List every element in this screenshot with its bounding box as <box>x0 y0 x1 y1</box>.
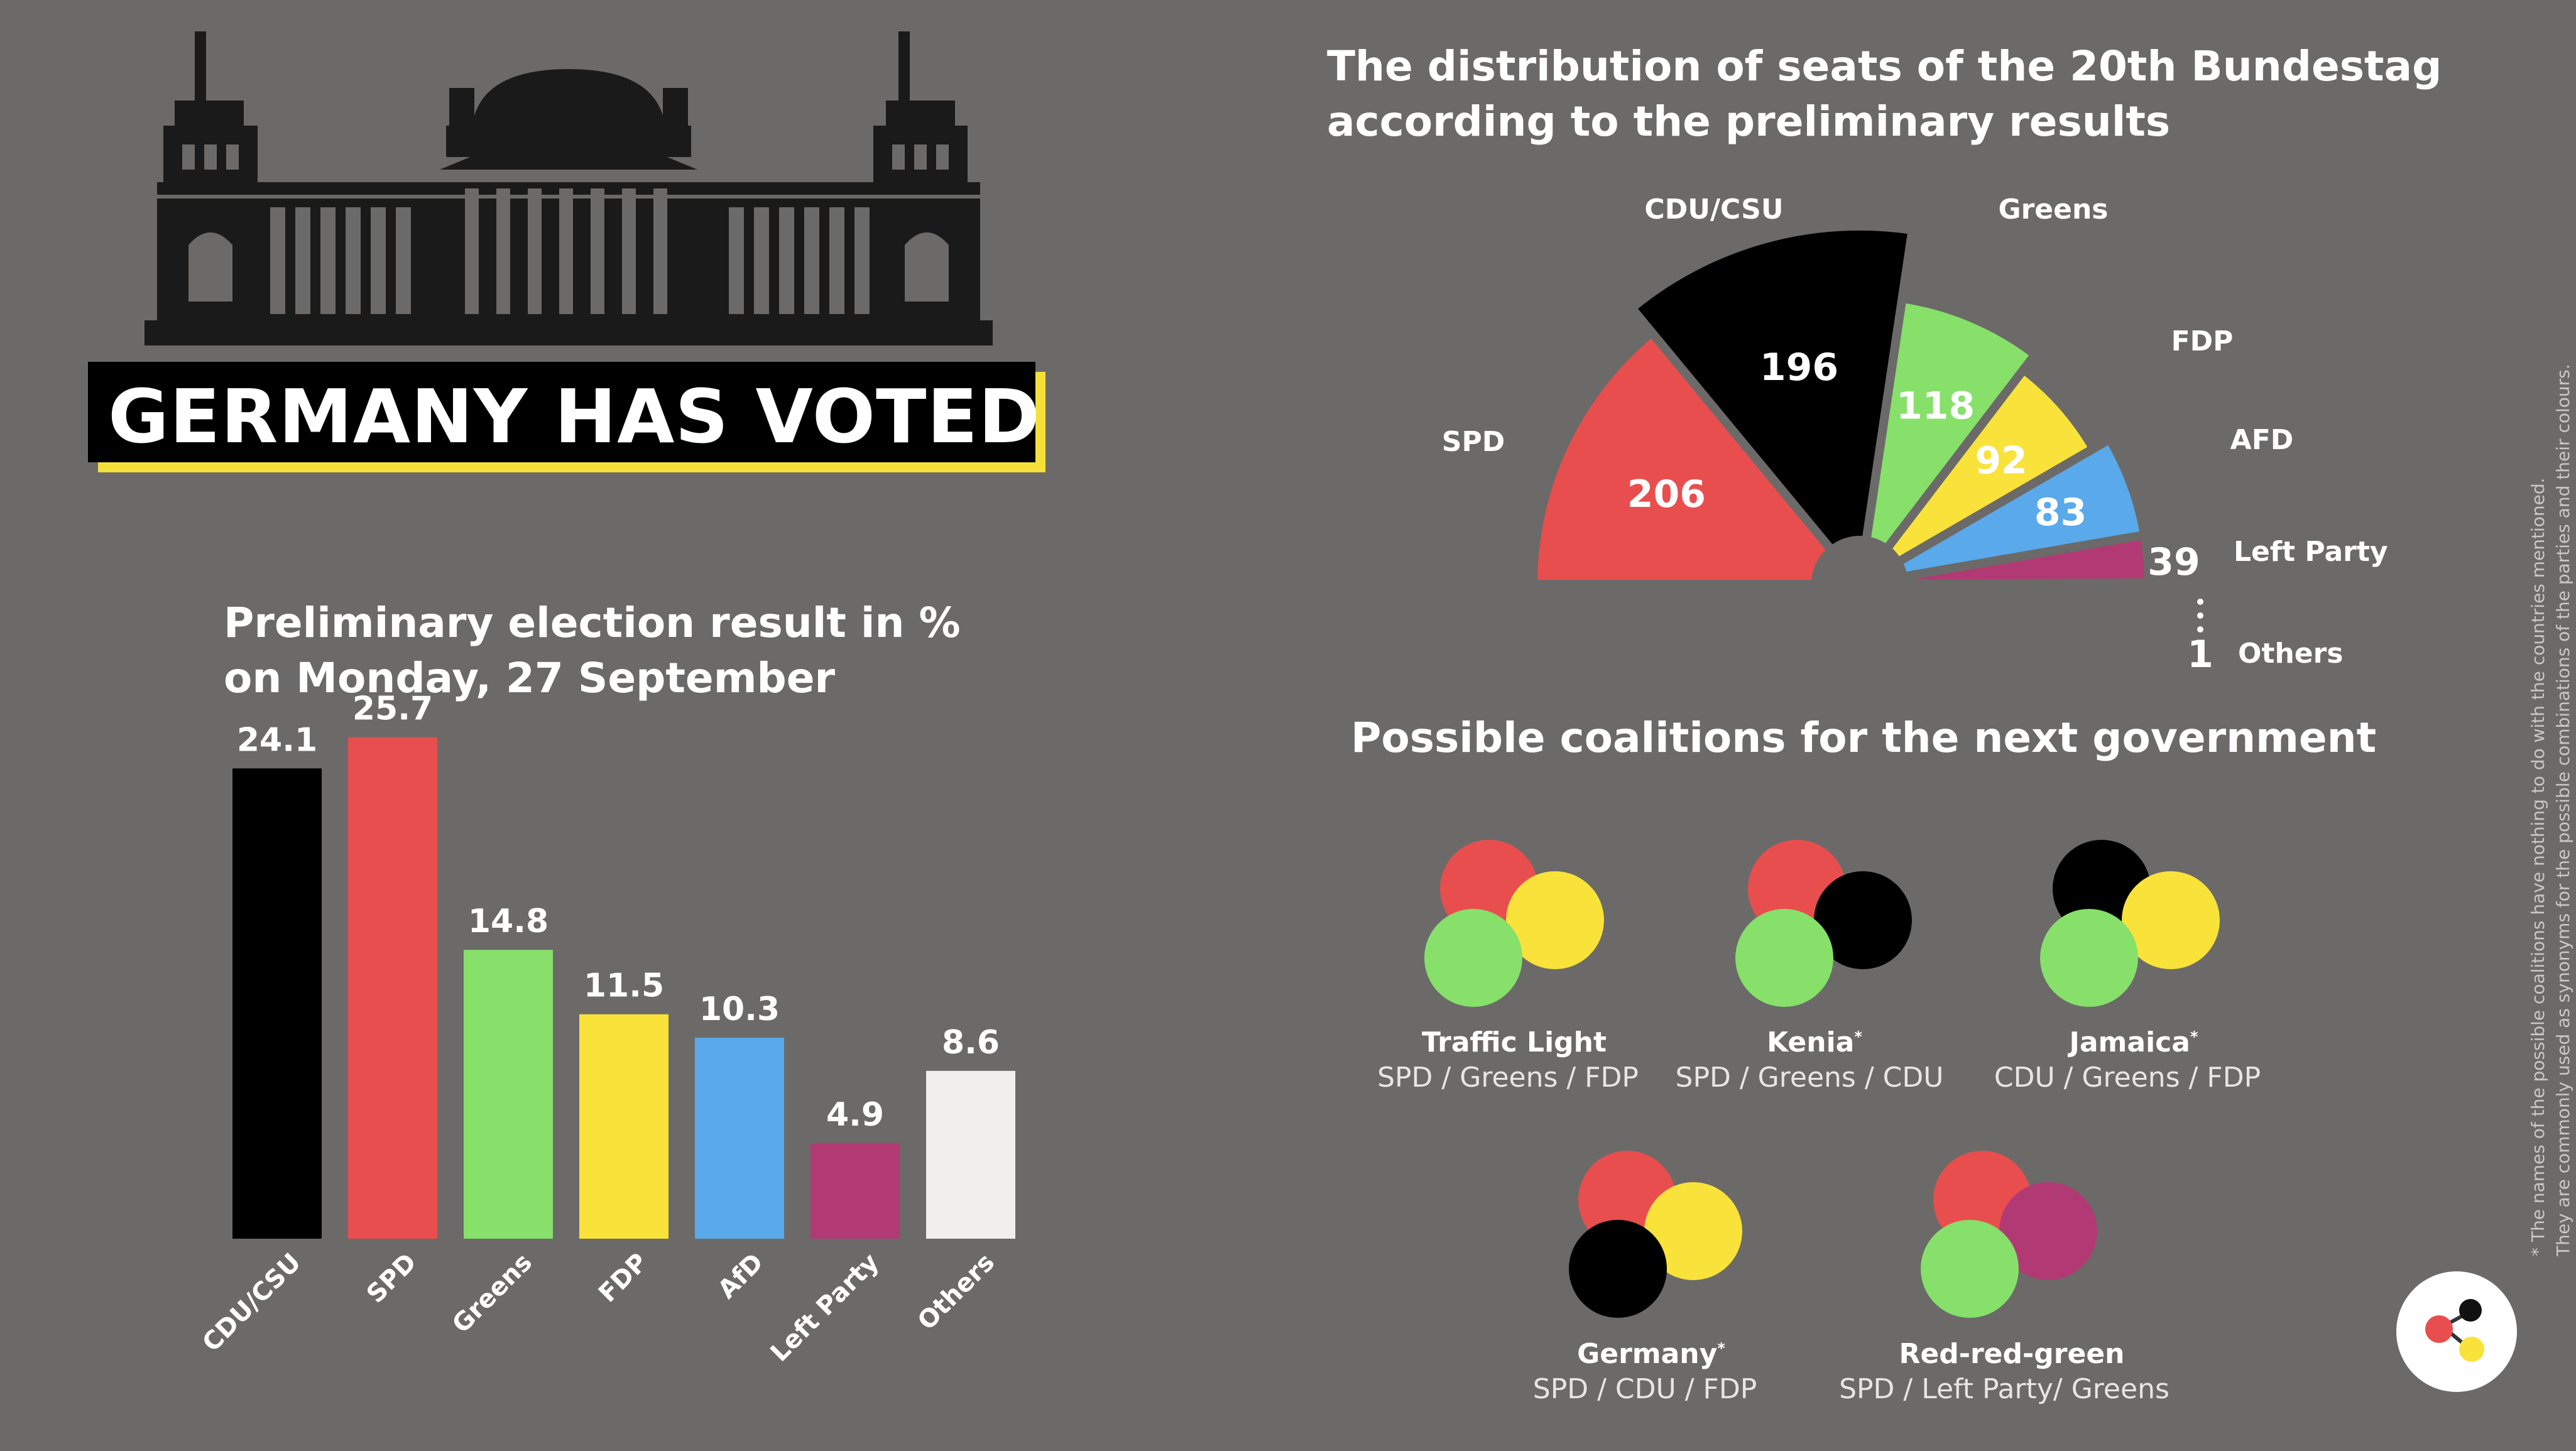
bar-fdp <box>579 1014 669 1239</box>
seat-party-label-left-party: Left Party <box>2234 536 2388 568</box>
seat-party-label-cdu-csu: CDU/CSU <box>1644 193 1783 226</box>
coalition-traffic-light-icon <box>1424 840 1604 1007</box>
seat-party-label-spd: SPD <box>1442 426 1505 458</box>
coalitions-title: Possible coalitions for the next governm… <box>1351 714 2377 762</box>
seat-value-label: 206 <box>1627 472 1706 516</box>
coalition-parties-germany: SPD / CDU / FDP <box>1532 1373 1757 1405</box>
bar-left-party <box>810 1143 900 1239</box>
reichstag-building-icon <box>145 31 993 345</box>
coalition-parties-traffic-light: SPD / Greens / FDP <box>1377 1062 1639 1094</box>
circle-fdp <box>1506 871 1604 969</box>
seat-segment-others <box>1899 579 2154 589</box>
seat-chart-title-line2: according to the preliminary results <box>1327 97 2171 146</box>
coalition-red-red-green-icon <box>1921 1151 2097 1318</box>
seat-party-label-fdp: FDP <box>2171 325 2234 357</box>
bar-others <box>926 1070 1015 1239</box>
circle-cdu <box>1569 1220 1667 1318</box>
bar-value-label: 10.3 <box>699 991 780 1028</box>
seat-value-label: 1 <box>2187 633 2213 677</box>
coalition-name-red-red-green: Red-red-green <box>1899 1338 2125 1370</box>
coalition-name-traffic-light: Traffic Light <box>1421 1026 1607 1058</box>
seat-segment-cdu-csu <box>1627 222 1917 555</box>
circle-fdp <box>2122 871 2220 969</box>
bar-value-label: 8.6 <box>942 1024 1000 1062</box>
coalition-jamaica-icon <box>2040 840 2220 1007</box>
circle-greens <box>1424 909 1522 1007</box>
seat-value-label: 118 <box>1896 384 1975 428</box>
circle-cdu <box>1814 871 1912 969</box>
circle-greens <box>1735 909 1833 1007</box>
bar-chart-title-line1: Preliminary election result in % <box>224 599 961 647</box>
seat-segment-spd <box>1529 328 1836 589</box>
dots-logo-icon[interactable] <box>2394 1269 2519 1394</box>
coalition-parties-kenia: SPD / Greens / CDU <box>1675 1062 1944 1094</box>
bar-greens <box>464 950 553 1239</box>
bar-value-label: 11.5 <box>584 967 664 1005</box>
coalition-name-germany: Germany* <box>1577 1338 1725 1370</box>
coalition-parties-jamaica: CDU / Greens / FDP <box>1994 1062 2261 1094</box>
seat-party-label-greens: Greens <box>1998 193 2108 226</box>
hero-banner: GERMANY HAS VOTED <box>88 362 1040 462</box>
coalition-germany-icon <box>1569 1151 1742 1318</box>
coalition-name-jamaica: Jamaica* <box>2069 1026 2198 1058</box>
hero-title: GERMANY HAS VOTED <box>108 373 1041 460</box>
bar-value-label: 14.8 <box>468 903 548 940</box>
others-leader-dot <box>2197 599 2203 605</box>
seat-party-label-afd: AFD <box>2230 424 2294 456</box>
bar-value-label: 24.1 <box>237 721 317 759</box>
bar-value-label: 4.9 <box>826 1096 884 1134</box>
others-leader-dot <box>2197 626 2203 633</box>
seat-value-label: 196 <box>1760 345 1838 389</box>
bar-chart-title-line2: on Monday, 27 September <box>224 654 836 702</box>
bar-spd <box>348 737 437 1239</box>
others-leader-dot <box>2197 612 2203 619</box>
circle-greens <box>1921 1220 2019 1318</box>
bar-value-label: 25.7 <box>352 690 433 728</box>
coalition-parties-red-red-green: SPD / Left Party/ Greens <box>1839 1373 2169 1405</box>
seat-value-label: 39 <box>2148 540 2200 584</box>
bar-afd <box>695 1038 784 1239</box>
circle-greens <box>2040 909 2138 1007</box>
seat-value-label: 83 <box>2034 491 2087 535</box>
seat-chart-title-line1: The distribution of seats of the 20th Bu… <box>1327 42 2442 90</box>
seat-value-label: 92 <box>1975 439 2028 483</box>
coalition-name-kenia: Kenia* <box>1767 1026 1862 1058</box>
seat-party-label-others: Others <box>2238 638 2344 670</box>
circle-fdp <box>1644 1182 1742 1280</box>
coalition-kenia-icon <box>1735 840 1912 1007</box>
bar-cdu-csu <box>232 768 322 1239</box>
seat-segment-fdp <box>1882 365 2098 567</box>
circle-left <box>1999 1182 2097 1280</box>
seat-segment-greens <box>1862 293 2040 554</box>
